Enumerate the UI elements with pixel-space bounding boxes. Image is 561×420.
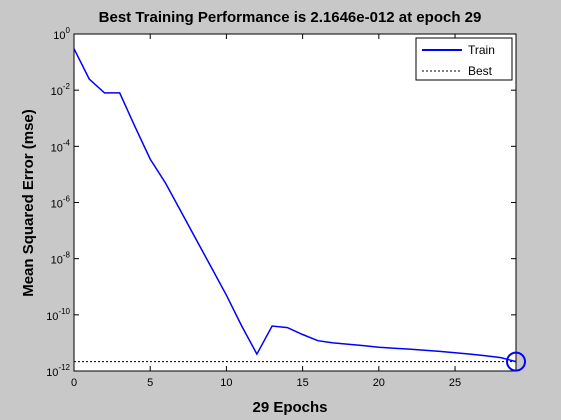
legend-train-label: Train bbox=[468, 43, 495, 57]
y-tick-base: 10 bbox=[51, 142, 63, 154]
y-tick-base: 10 bbox=[53, 30, 65, 42]
y-tick-label: 10-8 bbox=[51, 251, 71, 267]
chart-title: Best Training Performance is 2.1646e-012… bbox=[99, 9, 482, 26]
y-tick-exponent: -8 bbox=[63, 251, 71, 260]
x-tick-label: 25 bbox=[449, 377, 461, 389]
y-tick-base: 10 bbox=[46, 367, 58, 379]
plot-area bbox=[73, 33, 517, 372]
y-tick-exponent: -4 bbox=[63, 138, 71, 147]
train-series-line bbox=[73, 48, 517, 363]
y-tick-base: 10 bbox=[51, 199, 63, 211]
y-tick-exponent: -10 bbox=[58, 307, 70, 316]
x-tick-label: 5 bbox=[147, 377, 153, 389]
y-tick-label: 10-10 bbox=[46, 307, 70, 323]
y-tick-exponent: -2 bbox=[63, 82, 71, 91]
y-tick-label: 10-4 bbox=[51, 138, 71, 154]
y-tick-exponent: 0 bbox=[66, 26, 71, 35]
legend-box bbox=[415, 37, 513, 81]
x-tick-label: 15 bbox=[296, 377, 308, 389]
best-point-marker bbox=[506, 351, 526, 372]
x-tick-label: 20 bbox=[373, 377, 385, 389]
y-tick-exponent: -12 bbox=[58, 363, 70, 372]
y-tick-exponent: -6 bbox=[63, 195, 71, 204]
x-tick-label: 0 bbox=[71, 377, 77, 389]
x-axis-label: 29 Epochs bbox=[252, 399, 327, 416]
x-tick-label: 10 bbox=[220, 377, 232, 389]
y-tick-base: 10 bbox=[51, 86, 63, 98]
y-tick-label: 100 bbox=[53, 26, 70, 42]
y-tick-label: 10-12 bbox=[46, 363, 70, 379]
y-tick-label: 10-2 bbox=[51, 82, 71, 98]
y-tick-base: 10 bbox=[51, 255, 63, 267]
y-tick-base: 10 bbox=[46, 311, 58, 323]
y-tick-label: 10-6 bbox=[51, 195, 71, 211]
y-axis-label: Mean Squared Error (mse) bbox=[20, 109, 37, 297]
x-axis-ticks: 0 5 10 15 20 25 bbox=[71, 34, 461, 389]
legend-best-label: Best bbox=[468, 64, 493, 78]
legend: Train Best bbox=[415, 37, 513, 81]
